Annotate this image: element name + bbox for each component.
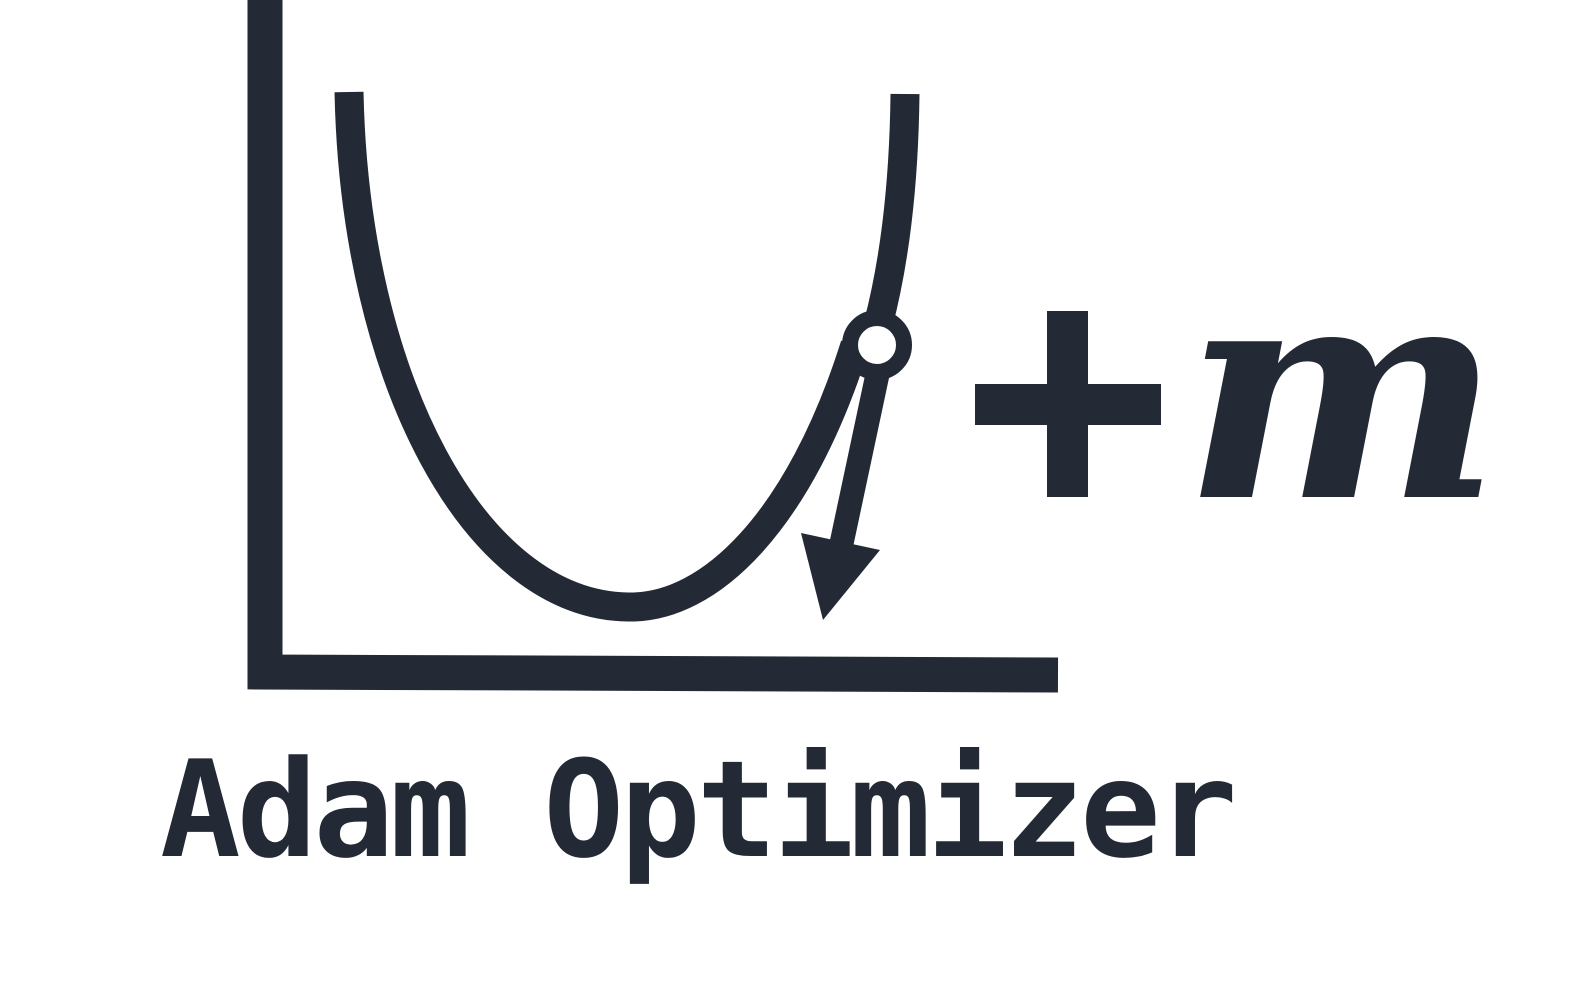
plus-vertical-bar (1047, 311, 1088, 497)
gradient-arrow-head (801, 533, 880, 620)
plus-icon (975, 311, 1161, 497)
gradient-arrow-shaft (826, 369, 890, 563)
caption-title: Adam Optimizer (160, 732, 1237, 888)
momentum-symbol: m (1183, 215, 1501, 568)
axes (247, 0, 1059, 693)
loss-curve-right (863, 93, 920, 329)
position-marker (842, 310, 912, 380)
loss-curve (334, 91, 869, 622)
